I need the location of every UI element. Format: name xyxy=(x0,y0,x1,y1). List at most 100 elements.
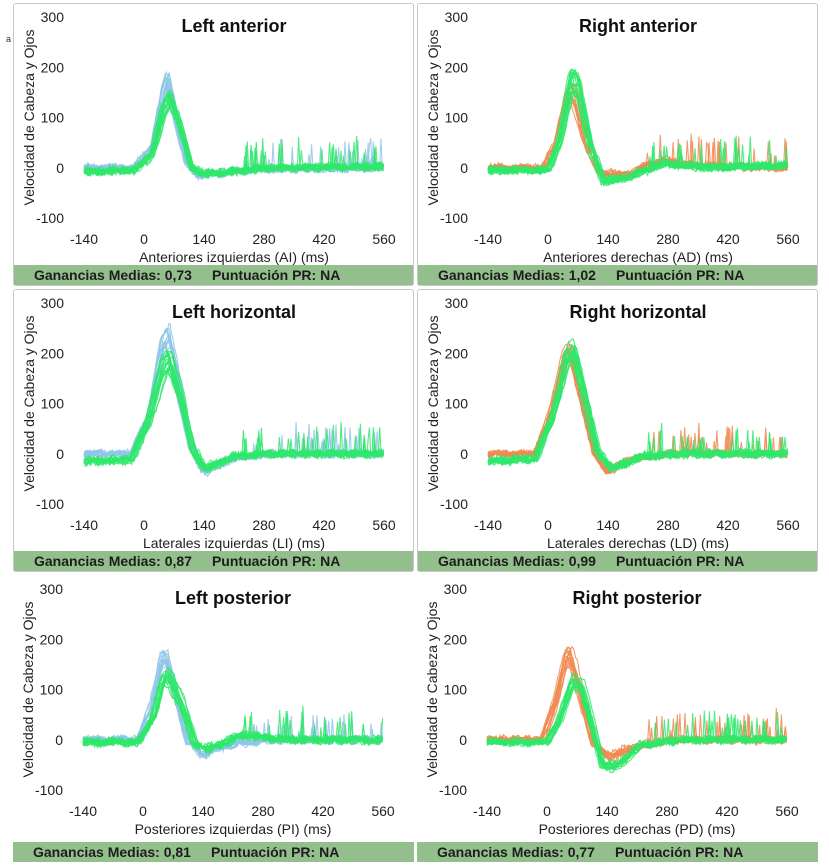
gain-value: 0,99 xyxy=(568,553,596,569)
gain-value: 0,77 xyxy=(567,844,595,860)
y-tick-label: 200 xyxy=(444,631,468,647)
gain-value: 0,87 xyxy=(164,553,192,569)
figure-corner-mark: a xyxy=(6,34,12,44)
eye-velocity-trace xyxy=(486,685,788,767)
eye-velocity-trace xyxy=(82,675,384,751)
y-tick-label: 200 xyxy=(40,631,64,647)
y-axis-label: Velocidad de Cabeza y Ojos xyxy=(425,30,441,206)
eye-velocity-trace xyxy=(83,99,384,179)
eye-velocity-trace xyxy=(486,678,787,770)
x-tick-label: 420 xyxy=(311,803,335,819)
panel-left-anterior: Left anterior 300 200 100 0 -100 -140 0 140 280 42… xyxy=(13,3,414,286)
eye-velocity-trace xyxy=(82,679,383,749)
y-tick-label: 100 xyxy=(445,110,469,126)
x-tick-label: -140 xyxy=(70,517,98,533)
x-tick-label: 140 xyxy=(595,803,619,819)
pr-value: NA xyxy=(724,267,745,283)
x-tick-label: 420 xyxy=(312,517,336,533)
x-tick-label: -140 xyxy=(473,803,501,819)
y-axis-label: Velocidad de Cabeza y Ojos xyxy=(425,316,441,492)
y-tick-label: 300 xyxy=(445,9,469,25)
eye-velocity-trace xyxy=(488,90,788,183)
pr-label: Puntuación PR: xyxy=(211,553,317,569)
panel-footer: Ganancias Medias: 1,02 Puntuación PR: NA xyxy=(418,265,817,285)
y-axis-label: Velocidad de Cabeza y Ojos xyxy=(21,30,37,206)
panel-right-anterior: Right anterior 300 200 100 0 -100 -140 0 140 280 4… xyxy=(417,3,818,286)
x-axis-label: Laterales derechas (LD) (ms) xyxy=(547,535,729,551)
x-axis-label: Posteriores derechas (PD) (ms) xyxy=(539,821,736,837)
panel-footer: Ganancias Medias: 0,87 Puntuación PR: NA xyxy=(14,551,413,571)
y-tick-label: 300 xyxy=(40,581,64,597)
chart-left-posterior: Left posterior 300 200 100 0 -100 -140 0 140 280 4… xyxy=(20,581,395,837)
y-tick-label: 0 xyxy=(55,732,63,748)
gain-value: 0,81 xyxy=(163,844,191,860)
x-tick-label: 560 xyxy=(775,803,799,819)
gain-label: Ganancias Medias: xyxy=(34,553,161,569)
x-tick-label: 280 xyxy=(251,803,275,819)
x-tick-label: 0 xyxy=(544,517,552,533)
x-tick-label: 560 xyxy=(776,231,800,247)
chart-title: Left posterior xyxy=(175,588,291,608)
head-velocity-trace xyxy=(83,72,385,179)
y-tick-label: 0 xyxy=(460,160,468,176)
x-tick-label: 420 xyxy=(312,231,336,247)
panel-footer: Ganancias Medias: 0,81 Puntuación PR: NA xyxy=(13,842,414,862)
eye-velocity-trace xyxy=(486,671,787,774)
panel-right-horizontal: Right horizontal 300 200 100 0 -100 -140 0 140 28… xyxy=(417,289,818,572)
panel-footer: Ganancias Medias: 0,99 Puntuación PR: NA xyxy=(418,551,817,571)
pr-value: NA xyxy=(319,844,340,860)
x-axis-label: Posteriores izquierdas (PI) (ms) xyxy=(135,821,332,837)
x-axis-label: Laterales izquierdas (LI) (ms) xyxy=(143,535,325,551)
x-axis-label: Anteriores derechas (AD) (ms) xyxy=(543,249,733,265)
y-tick-label: -100 xyxy=(36,496,64,512)
x-tick-label: 560 xyxy=(372,517,396,533)
pr-value: NA xyxy=(320,267,341,283)
y-tick-label: 100 xyxy=(444,682,468,698)
eye-velocity-trace xyxy=(83,365,384,471)
pr-label: Puntuación PR: xyxy=(615,267,721,283)
eye-velocity-trace xyxy=(486,675,787,771)
x-tick-label: 140 xyxy=(596,517,620,533)
x-tick-label: -140 xyxy=(474,231,502,247)
x-tick-label: 140 xyxy=(192,517,216,533)
eye-velocity-trace xyxy=(486,677,787,771)
y-tick-label: 300 xyxy=(445,295,469,311)
y-tick-label: -100 xyxy=(440,496,468,512)
x-tick-label: 420 xyxy=(716,231,740,247)
x-tick-label: 140 xyxy=(596,231,620,247)
x-tick-label: 280 xyxy=(656,517,680,533)
x-tick-label: -140 xyxy=(474,517,502,533)
pr-label: Puntuación PR: xyxy=(210,844,316,860)
x-axis-label: Anteriores izquierdas (AI) (ms) xyxy=(139,249,329,265)
panel-footer: Ganancias Medias: 0,73 Puntuación PR: NA xyxy=(14,265,413,285)
y-tick-label: 0 xyxy=(56,160,64,176)
x-tick-label: 0 xyxy=(544,231,552,247)
gain-label: Ganancias Medias: xyxy=(34,267,161,283)
y-tick-label: 100 xyxy=(41,396,65,412)
x-tick-label: -140 xyxy=(70,231,98,247)
panel-left-horizontal: Left horizontal 300 200 100 0 -100 -140 0 140 280… xyxy=(13,289,414,572)
x-tick-label: 420 xyxy=(715,803,739,819)
eye-velocity-trace xyxy=(83,353,385,471)
gain-value: 0,73 xyxy=(164,267,192,283)
eye-velocity-trace xyxy=(83,101,385,179)
chart-title: Left anterior xyxy=(181,16,286,36)
y-tick-label: 300 xyxy=(41,295,65,311)
gain-value: 1,02 xyxy=(568,267,596,283)
pr-value: NA xyxy=(723,844,744,860)
y-tick-label: -100 xyxy=(35,782,63,798)
eye-velocity-trace xyxy=(487,355,788,471)
y-tick-label: -100 xyxy=(440,210,468,226)
x-tick-label: 280 xyxy=(655,803,679,819)
y-tick-label: 200 xyxy=(41,345,65,361)
chart-left-horizontal: Left horizontal 300 200 100 0 -100 -140 0 140 280… xyxy=(21,295,396,551)
pr-label: Puntuación PR: xyxy=(614,844,720,860)
y-tick-label: -100 xyxy=(439,782,467,798)
y-tick-label: 0 xyxy=(459,732,467,748)
x-tick-label: 420 xyxy=(716,517,740,533)
y-tick-label: 100 xyxy=(445,396,469,412)
head-velocity-trace xyxy=(83,77,384,178)
y-axis-label: Velocidad de Cabeza y Ojos xyxy=(424,602,440,778)
y-tick-label: 0 xyxy=(56,446,64,462)
x-tick-label: 560 xyxy=(371,803,395,819)
